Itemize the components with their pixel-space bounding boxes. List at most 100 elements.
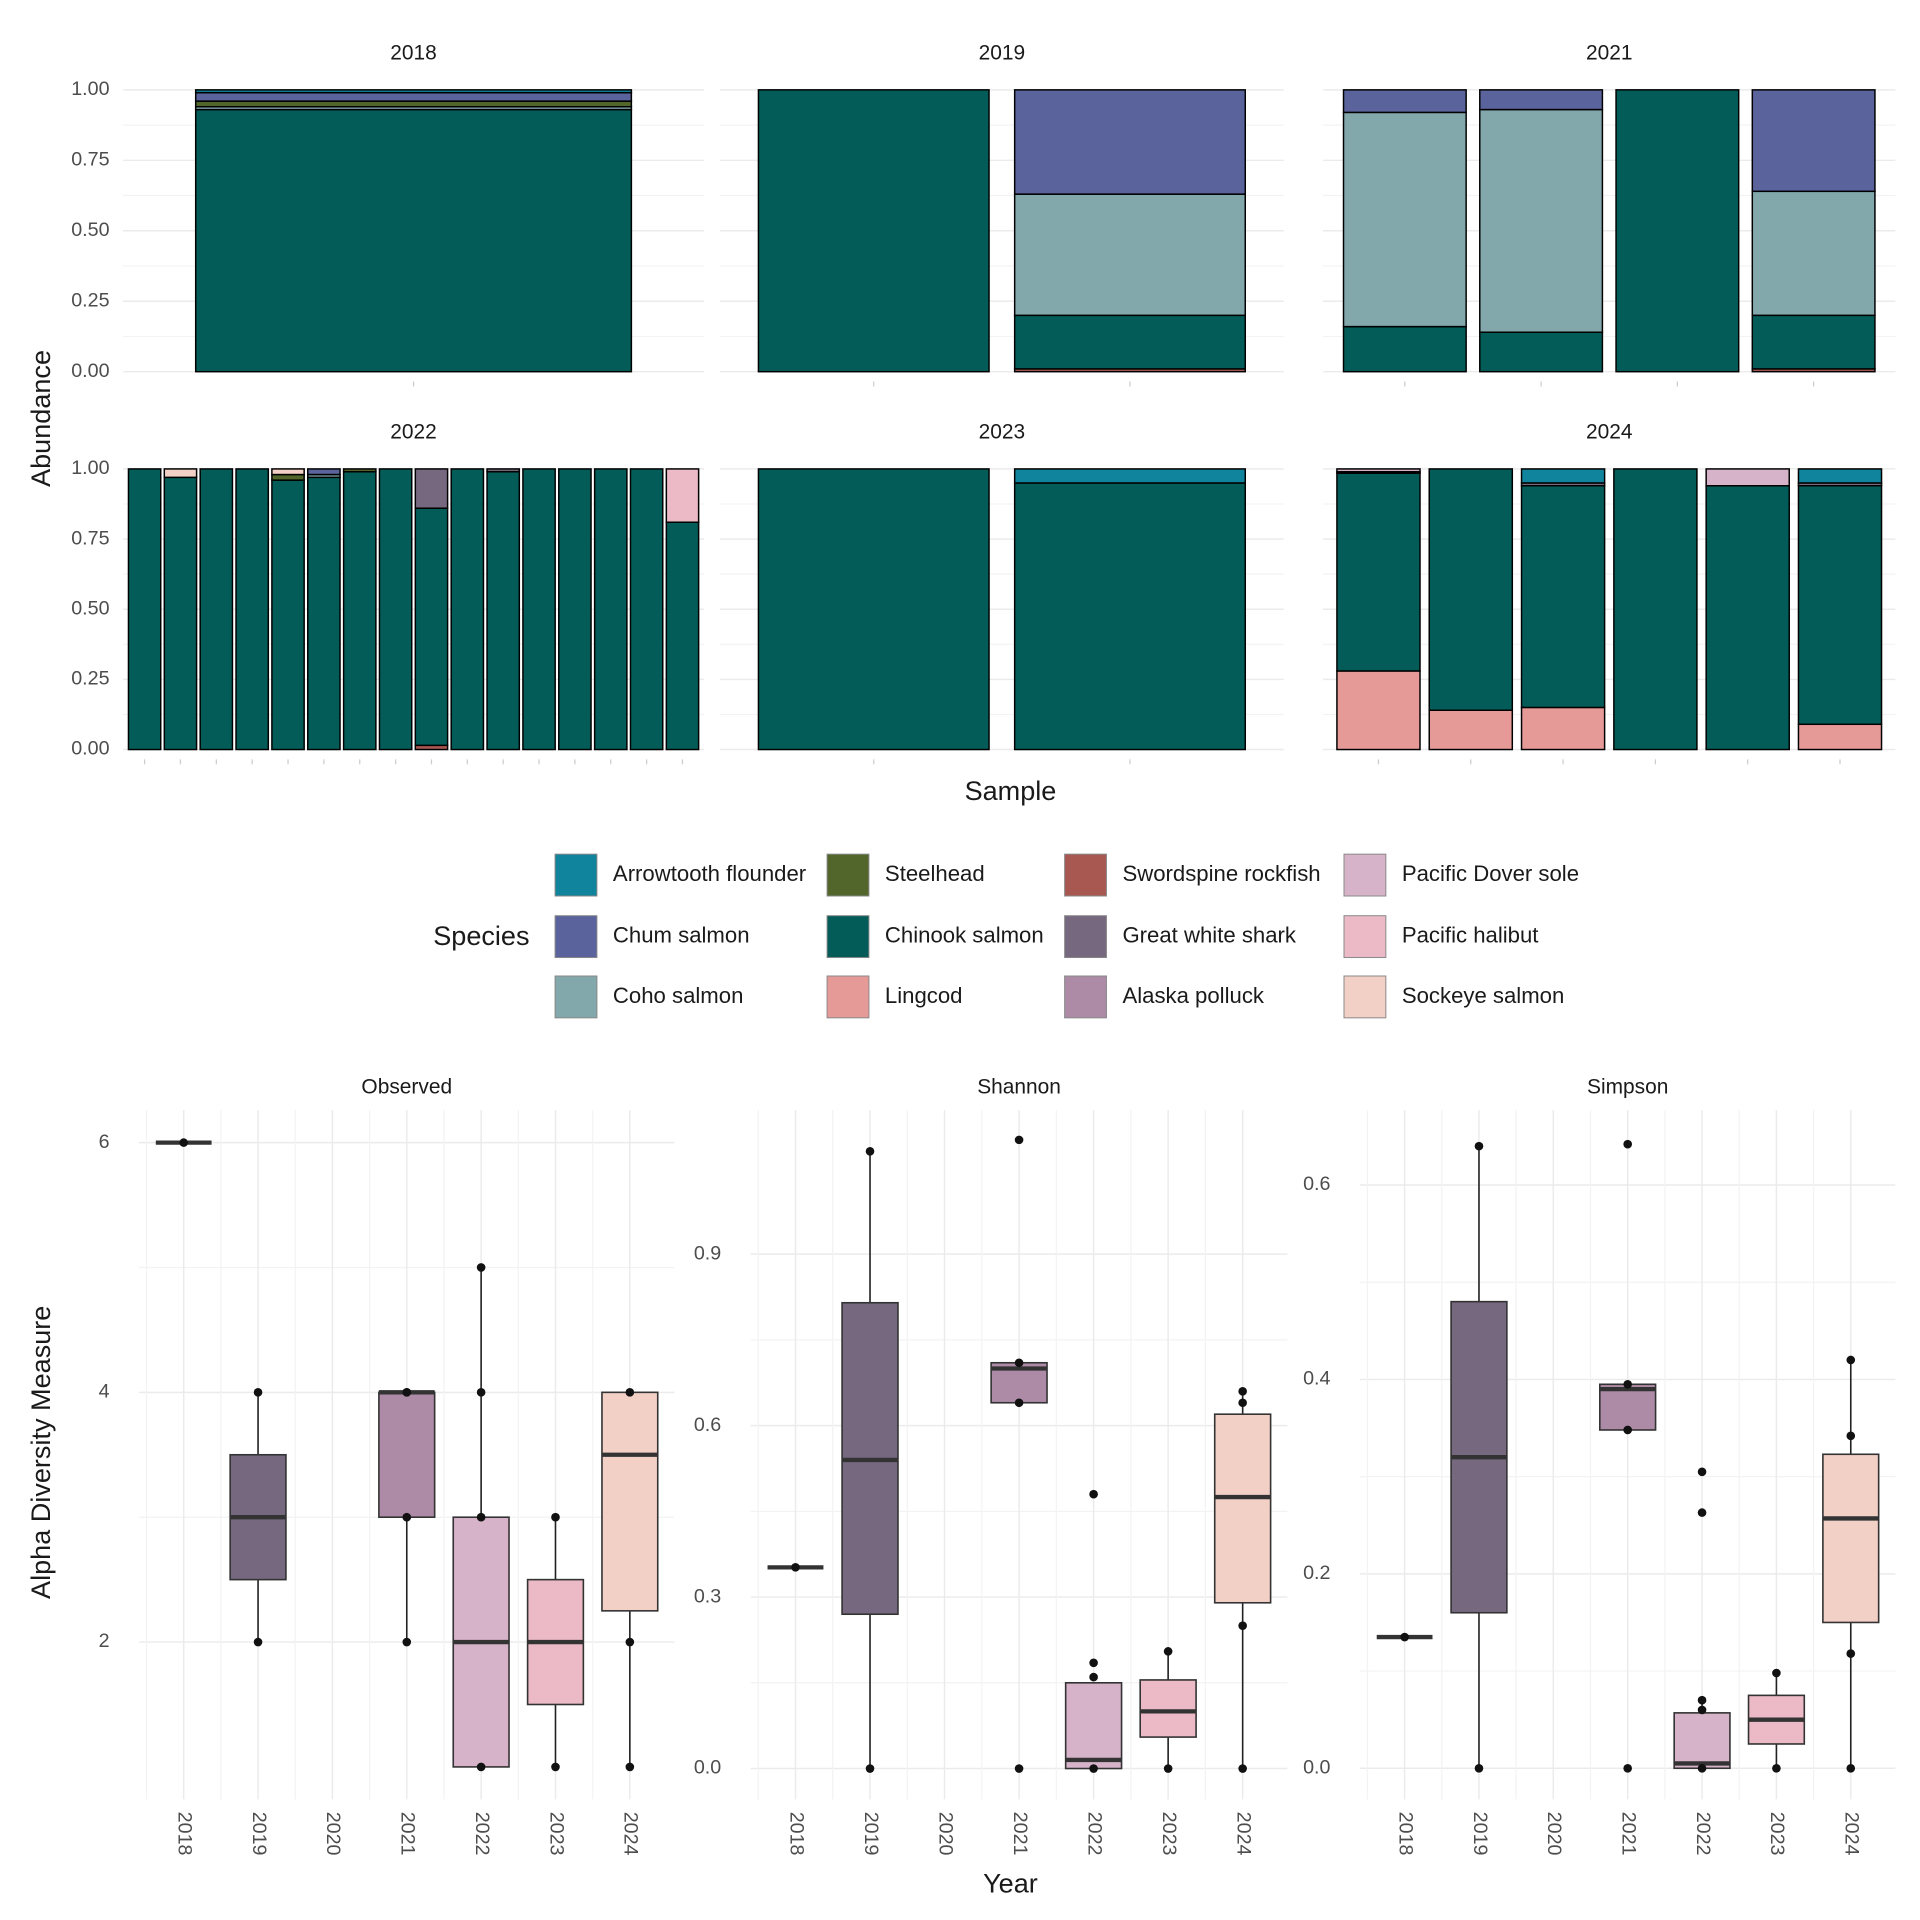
y-tick-label: 4 — [99, 1381, 110, 1403]
y-tick-label: 0.75 — [71, 149, 109, 171]
x-tick-label: 2021 — [1009, 1812, 1031, 1856]
bar-segment — [1705, 468, 1790, 487]
legend-label: Coho salmon — [613, 983, 743, 1008]
legend-label: Chinook salmon — [885, 922, 1044, 947]
point — [1089, 1658, 1098, 1668]
bar-segment — [1797, 485, 1883, 726]
x-tick-label: 2023 — [1766, 1812, 1788, 1856]
legend-key — [554, 915, 598, 959]
point — [1014, 1764, 1024, 1773]
bar-segment — [1479, 108, 1604, 333]
bar-segment — [1479, 89, 1604, 111]
x-tick-label: 2023 — [545, 1812, 567, 1856]
y-tick-label: 0.50 — [71, 597, 109, 619]
point — [402, 1637, 412, 1647]
point — [476, 1263, 486, 1272]
point — [402, 1512, 412, 1522]
facet-title: 2022 — [390, 421, 437, 444]
bar-segment — [378, 468, 413, 751]
point — [1846, 1355, 1856, 1365]
facet-title: Observed — [361, 1076, 452, 1099]
bar-segment — [1613, 468, 1698, 751]
point — [1846, 1431, 1856, 1441]
bar-segment — [342, 468, 377, 473]
bar-segment — [1013, 482, 1246, 751]
point — [1089, 1764, 1098, 1773]
bar-segment — [1520, 485, 1606, 709]
x-tick-label: 2024 — [620, 1812, 642, 1856]
legend-label: Pacific halibut — [1402, 922, 1539, 947]
legend-key — [554, 853, 598, 897]
point — [1474, 1141, 1484, 1151]
y-tick-label: 0.25 — [71, 668, 109, 690]
box — [1673, 1712, 1731, 1770]
x-tick-label: 2021 — [397, 1812, 419, 1856]
legend-label: Steelhead — [885, 861, 985, 886]
x-tick-label: 2024 — [1232, 1812, 1254, 1856]
legend-label: Pacific Dover sole — [1402, 861, 1579, 886]
legend-key — [826, 915, 870, 959]
y-tick-label: 0.25 — [71, 289, 109, 311]
bar-segment — [1336, 472, 1421, 672]
facet-title: Shannon — [977, 1076, 1061, 1099]
bar-segment — [414, 468, 449, 509]
legend-key — [1343, 975, 1387, 1019]
point — [551, 1762, 560, 1772]
point — [551, 1512, 560, 1522]
point — [402, 1388, 412, 1397]
facet-title: 2024 — [1586, 421, 1633, 444]
x-tick-label: 2019 — [1469, 1812, 1491, 1856]
bar-segment — [522, 468, 556, 751]
bar-segment — [665, 521, 700, 751]
bar-segment — [163, 476, 198, 751]
bar-segment — [1428, 709, 1514, 751]
legend-key — [1343, 853, 1387, 897]
legend-label: Alaska polluck — [1122, 983, 1264, 1008]
legend-label: Sockeye salmon — [1402, 983, 1564, 1008]
point — [1623, 1379, 1632, 1389]
y-tick-label: 1.00 — [71, 457, 109, 479]
bar-segment — [1336, 670, 1421, 751]
legend-key — [1064, 915, 1107, 959]
bar-segment — [271, 479, 305, 751]
bar-segment — [307, 476, 341, 751]
x-tick-label: 2019 — [248, 1812, 270, 1856]
x-tick-label: 2018 — [173, 1812, 195, 1856]
point — [1474, 1763, 1484, 1773]
legend-key — [826, 975, 870, 1019]
point — [1014, 1358, 1024, 1368]
bar-segment — [414, 507, 449, 747]
facet-title: 2023 — [979, 421, 1026, 444]
box — [1064, 1681, 1123, 1770]
bar-segment — [1751, 314, 1876, 370]
point — [1772, 1763, 1781, 1773]
legend-key — [1064, 975, 1107, 1019]
bar-segment — [486, 470, 521, 751]
facet-title: 2018 — [390, 42, 437, 65]
bar-segment — [194, 91, 633, 102]
point — [1238, 1398, 1247, 1408]
bar-segment — [757, 468, 990, 751]
x-tick-label: 2024 — [1841, 1812, 1863, 1856]
bar-segment — [1013, 314, 1246, 370]
y-axis-title: Abundance — [25, 350, 56, 487]
bar-segment — [1615, 89, 1740, 373]
point — [1623, 1425, 1632, 1435]
x-tick-label: 2021 — [1617, 1812, 1639, 1856]
point — [1238, 1387, 1247, 1396]
legend-label: Great white shark — [1122, 922, 1296, 947]
bar-segment — [271, 468, 305, 476]
y-tick-label: 0.6 — [694, 1414, 721, 1436]
bar-segment — [163, 468, 198, 479]
point — [476, 1762, 486, 1772]
point — [1623, 1763, 1632, 1773]
bar-segment — [1520, 706, 1606, 751]
y-tick-label: 0.0 — [1303, 1756, 1330, 1778]
y-tick-label: 1.00 — [71, 78, 109, 100]
point — [253, 1388, 263, 1397]
bar-segment — [1342, 111, 1467, 328]
bar-segment — [194, 89, 633, 94]
legend-key — [1064, 853, 1107, 897]
y-tick-label: 2 — [99, 1630, 110, 1652]
point — [1163, 1647, 1173, 1656]
